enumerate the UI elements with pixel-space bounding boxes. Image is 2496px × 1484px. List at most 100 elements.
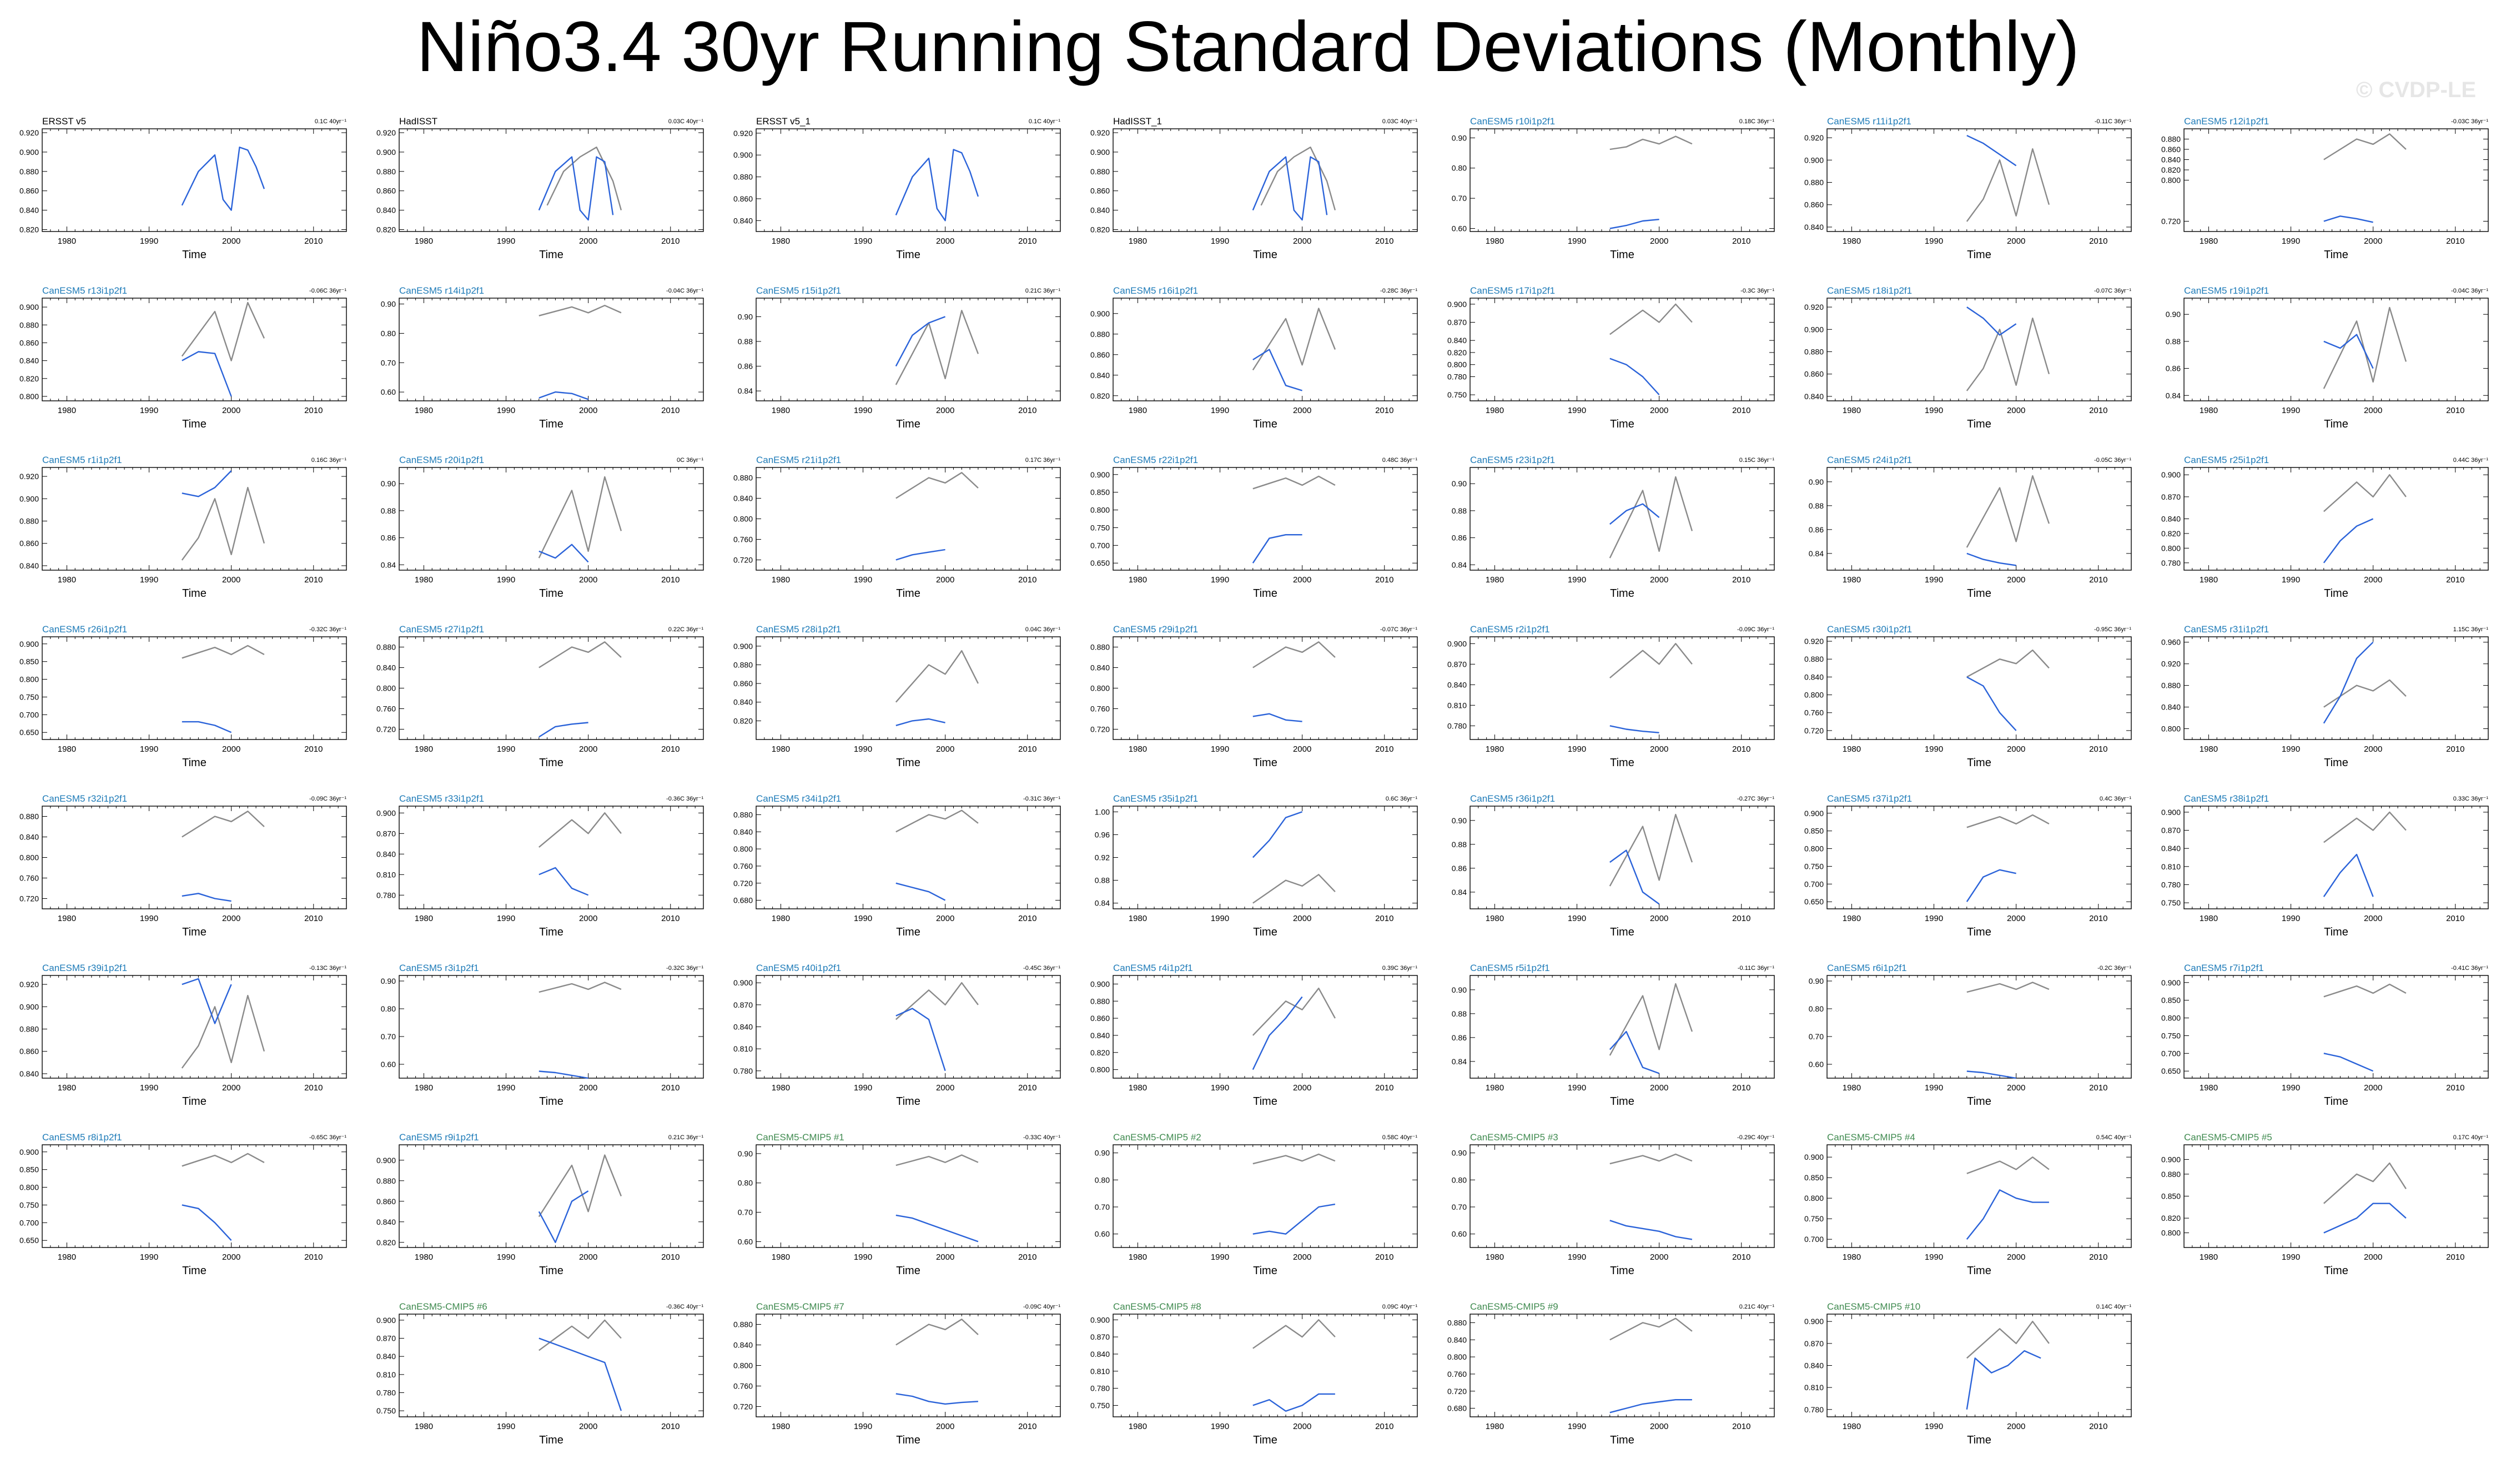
panel-title: CanESM5 r6i1p2f1: [1827, 963, 1907, 973]
trend-label: 0.17C 40yr⁻¹: [2453, 1134, 2489, 1141]
y-tick-label: 0.860: [19, 338, 39, 347]
x-tick-label: 1990: [1211, 237, 1229, 246]
y-tick-label: 0.800: [2161, 1229, 2181, 1237]
model-series-line: [2323, 215, 2373, 223]
x-tick-label: 2000: [1293, 406, 1311, 415]
y-tick-label: 0.84: [1452, 560, 1467, 569]
y-tick-label: 0.820: [2161, 529, 2181, 538]
y-tick-label: 0.90: [1452, 133, 1467, 142]
y-tick-label: 0.90: [1452, 479, 1467, 488]
chart-panel: CanESM5 r19i1p2f1 -0.04C 36yr⁻¹ 1980 1990 20…: [2166, 285, 2489, 430]
y-tick-label: 0.840: [1090, 371, 1110, 380]
panel-title: CanESM5 r37i1p2f1: [1827, 793, 1912, 804]
y-tick-label: 0.720: [2161, 217, 2181, 226]
x-tick-label: 1980: [2200, 575, 2218, 585]
y-tick-label: 0.60: [1095, 1230, 1110, 1239]
x-tick-label: 1990: [2282, 237, 2300, 246]
y-tick-label: 0.900: [2161, 808, 2181, 817]
y-tick-label: 0.900: [733, 978, 753, 987]
x-tick-label: 1980: [1129, 406, 1147, 415]
y-tick-label: 0.820: [376, 225, 396, 234]
y-tick-label: 0.860: [1804, 370, 1824, 379]
y-tick-label: 0.90: [1452, 816, 1467, 825]
y-tick-label: 0.90: [738, 1149, 753, 1158]
observed-series-line: [539, 305, 622, 316]
observed-series-line: [1609, 1153, 1693, 1165]
observed-series-line: [1609, 983, 1693, 1056]
y-tick-label: 0.840: [376, 206, 396, 215]
x-tick-label: 1990: [140, 914, 158, 923]
x-tick-label: 2000: [1650, 1083, 1668, 1093]
y-tick-label: 0.840: [1090, 663, 1110, 672]
x-tick-label: 2010: [2089, 1252, 2107, 1262]
x-tick-label: 1990: [1925, 1083, 1943, 1093]
y-tick-label: 0.800: [19, 1183, 39, 1192]
x-tick-label: 2000: [579, 406, 597, 415]
y-tick-label: 0.92: [1095, 853, 1110, 862]
x-tick-label: 2000: [1293, 744, 1311, 754]
y-tick-label: 0.800: [733, 844, 753, 853]
model-series-line: [182, 1204, 232, 1241]
y-tick-label: 0.870: [733, 1000, 753, 1009]
y-tick-label: 0.750: [2161, 1031, 2181, 1040]
x-tick-label: 2010: [2089, 406, 2107, 415]
trend-label: -0.11C 36yr⁻¹: [1738, 965, 1774, 972]
y-tick-label: 0.920: [2161, 660, 2181, 668]
plot-frame: [756, 298, 1061, 401]
y-tick-label: 0.750: [1804, 1214, 1824, 1223]
y-tick-label: 0.870: [2161, 492, 2181, 501]
plot-frame: [756, 1144, 1061, 1248]
y-tick-label: 0.900: [1804, 1153, 1824, 1161]
x-tick-label: 2010: [304, 406, 323, 415]
x-tick-label: 2000: [2007, 406, 2025, 415]
y-tick-label: 0.880: [1090, 997, 1110, 1005]
x-tick-label: 2010: [661, 237, 680, 246]
x-tick-label: 1980: [415, 744, 433, 754]
x-axis-label: Time: [182, 587, 207, 600]
y-tick-label: 0.850: [1090, 488, 1110, 497]
x-axis-label: Time: [1610, 1265, 1634, 1277]
y-tick-label: 0.920: [19, 980, 39, 989]
trend-label: -0.05C 36yr⁻¹: [2094, 457, 2131, 464]
y-tick-label: 0.800: [19, 675, 39, 684]
x-tick-label: 1990: [140, 406, 158, 415]
x-tick-label: 1980: [415, 1083, 433, 1093]
x-tick-label: 1990: [854, 744, 872, 754]
model-series-line: [1609, 1030, 1660, 1074]
y-tick-label: 0.86: [1809, 525, 1824, 534]
chart-panel: CanESM5 r5i1p2f1 -0.11C 36yr⁻¹ 1980 1990 200…: [1452, 963, 1775, 1108]
y-tick-label: 0.840: [376, 849, 396, 858]
panel-title: CanESM5 r8i1p2f1: [42, 1132, 122, 1143]
panel-title: CanESM5 r25i1p2f1: [2184, 455, 2269, 465]
chart-panel: CanESM5-CMIP5 #4 0.54C 40yr⁻¹ 1980 1990 2000…: [1804, 1132, 2132, 1277]
x-tick-label: 2000: [1293, 1252, 1311, 1262]
y-tick-label: 0.880: [1804, 655, 1824, 663]
y-tick-label: 0.820: [19, 374, 39, 383]
model-series-line: [539, 1070, 588, 1079]
y-tick-label: 0.880: [2161, 681, 2181, 690]
plot-frame: [399, 128, 704, 232]
y-tick-label: 0.90: [738, 312, 753, 321]
x-tick-label: 1990: [497, 237, 515, 246]
observed-series-line: [895, 310, 979, 385]
plot-frame: [2183, 806, 2489, 909]
trend-label: 0.21C 36yr⁻¹: [1025, 288, 1061, 294]
panel-title: CanESM5 r18i1p2f1: [1827, 285, 1912, 296]
chart-panel: CanESM5 r36i1p2f1 -0.27C 36yr⁻¹ 1980 1990 20…: [1452, 793, 1775, 938]
x-axis-label: Time: [539, 1265, 563, 1277]
y-tick-label: 0.860: [733, 194, 753, 203]
y-tick-label: 0.70: [1452, 1203, 1467, 1211]
model-series-line: [895, 1214, 979, 1242]
x-axis-label: Time: [896, 418, 920, 430]
y-tick-label: 0.810: [376, 870, 396, 879]
y-tick-label: 0.760: [19, 874, 39, 883]
y-tick-label: 0.90: [381, 479, 396, 488]
chart-panel: CanESM5 r33i1p2f1 -0.36C 36yr⁻¹ 1980 1990 20…: [376, 793, 704, 938]
y-tick-label: 0.900: [19, 1002, 39, 1011]
model-series-line: [2323, 1053, 2374, 1072]
x-tick-label: 2010: [1732, 744, 1750, 754]
observed-series-line: [1609, 303, 1693, 335]
chart-panel: CanESM5 r16i1p2f1 -0.28C 36yr⁻¹ 1980 1990 20…: [1090, 285, 1418, 430]
y-tick-label: 0.750: [19, 692, 39, 701]
y-tick-label: 0.60: [1452, 224, 1467, 233]
